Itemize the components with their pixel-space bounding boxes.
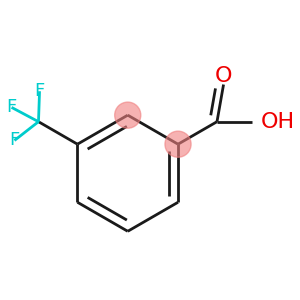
Text: OH: OH	[260, 112, 295, 132]
Text: O: O	[215, 66, 232, 86]
Circle shape	[115, 102, 141, 128]
Text: F: F	[34, 82, 45, 100]
Circle shape	[165, 131, 191, 157]
Text: F: F	[9, 131, 20, 149]
Text: F: F	[6, 98, 17, 116]
